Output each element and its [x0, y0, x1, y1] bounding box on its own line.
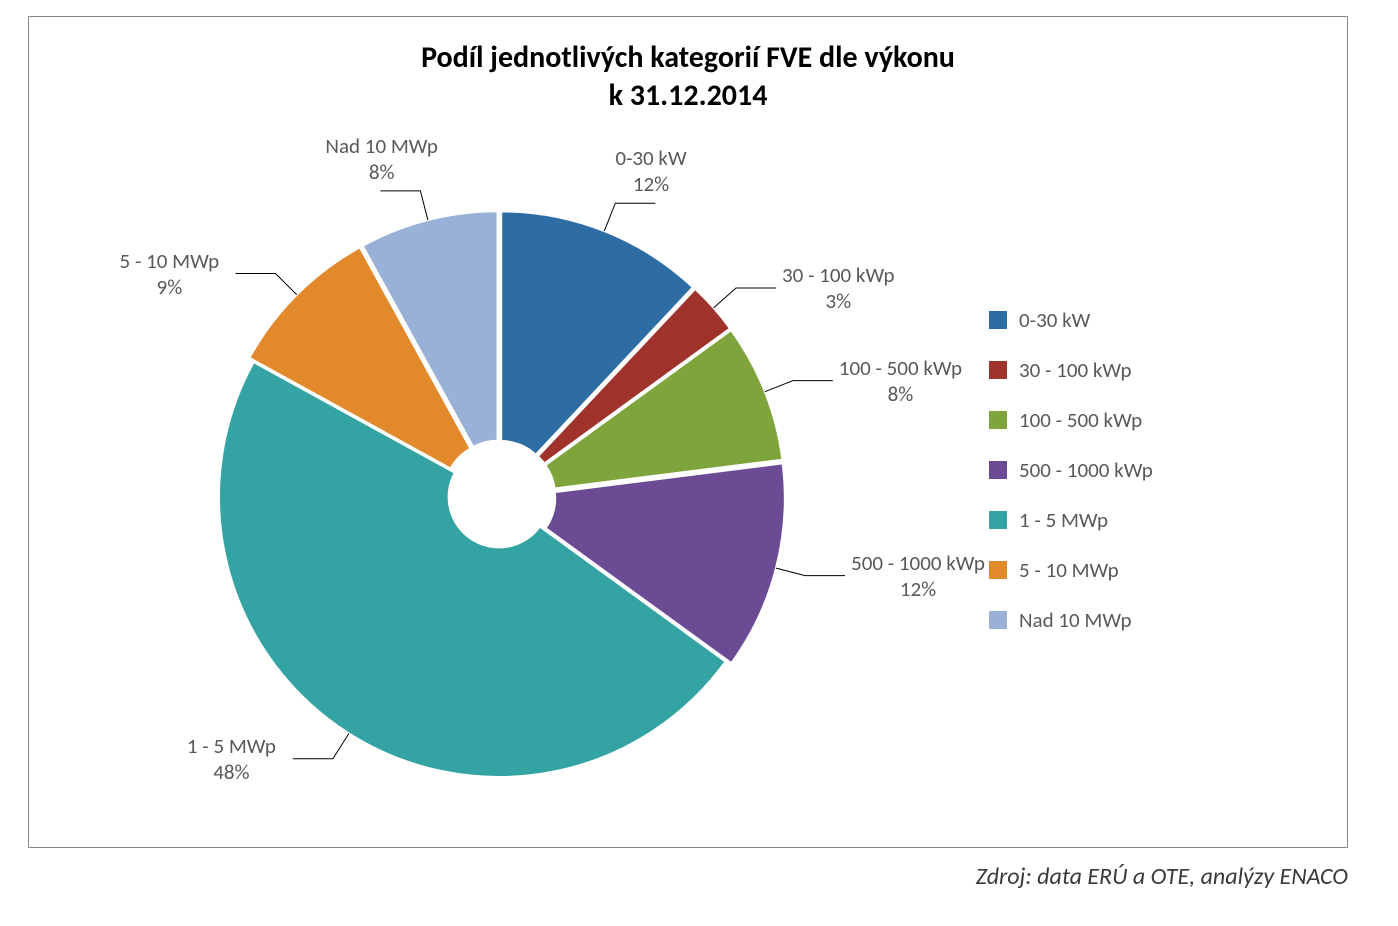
- slice-label: 5 - 10 MWp9%: [120, 248, 220, 301]
- legend-swatch: [989, 611, 1007, 629]
- slice-label: 0-30 kW12%: [615, 145, 686, 198]
- legend-label: Nad 10 MWp: [1019, 607, 1132, 633]
- legend-item: 500 - 1000 kWp: [989, 457, 1153, 483]
- slice-label: 1 - 5 MWp48%: [187, 733, 276, 786]
- legend: 0-30 kW 30 - 100 kWp 100 - 500 kWp 500 - 10…: [989, 307, 1153, 633]
- legend-item: 30 - 100 kWp: [989, 357, 1153, 383]
- pie-area: 0-30 kW12%30 - 100 kWp3%100 - 500 kWp8%5…: [69, 127, 869, 827]
- chart-title-line2: k 31.12.2014: [609, 77, 768, 114]
- slice-label: 100 - 500 kWp8%: [839, 355, 962, 408]
- legend-label: 100 - 500 kWp: [1019, 407, 1142, 433]
- legend-item: 100 - 500 kWp: [989, 407, 1153, 433]
- leader-line: [776, 568, 845, 575]
- legend-item: 0-30 kW: [989, 307, 1153, 333]
- chart-title-line1: Podíl jednotlivých kategorií FVE dle výk…: [421, 39, 955, 76]
- leader-line: [714, 288, 777, 308]
- legend-label: 5 - 10 MWp: [1019, 557, 1119, 583]
- leader-line: [293, 733, 349, 758]
- slice-label: Nad 10 MWp8%: [325, 133, 438, 186]
- legend-label: 1 - 5 MWp: [1019, 507, 1108, 533]
- leader-line: [765, 381, 833, 392]
- legend-item: 1 - 5 MWp: [989, 507, 1153, 533]
- legend-label: 30 - 100 kWp: [1019, 357, 1132, 383]
- leader-line: [380, 191, 427, 220]
- legend-swatch: [989, 461, 1007, 479]
- legend-label: 0-30 kW: [1019, 307, 1090, 333]
- legend-swatch: [989, 361, 1007, 379]
- legend-item: 5 - 10 MWp: [989, 557, 1153, 583]
- legend-item: Nad 10 MWp: [989, 607, 1153, 633]
- pie-chart: [69, 127, 869, 827]
- legend-swatch: [989, 311, 1007, 329]
- leader-line: [236, 274, 297, 295]
- chart-title: Podíl jednotlivých kategorií FVE dle výk…: [29, 39, 1347, 114]
- slice-label: 500 - 1000 kWp12%: [851, 550, 985, 603]
- legend-swatch: [989, 561, 1007, 579]
- legend-swatch: [989, 411, 1007, 429]
- leader-line: [604, 203, 655, 231]
- slice-label: 30 - 100 kWp3%: [782, 262, 895, 315]
- legend-swatch: [989, 511, 1007, 529]
- source-text: Zdroj: data ERÚ a OTE, analýzy ENACO: [976, 862, 1348, 891]
- chart-container: Podíl jednotlivých kategorií FVE dle výk…: [28, 16, 1348, 848]
- legend-label: 500 - 1000 kWp: [1019, 457, 1153, 483]
